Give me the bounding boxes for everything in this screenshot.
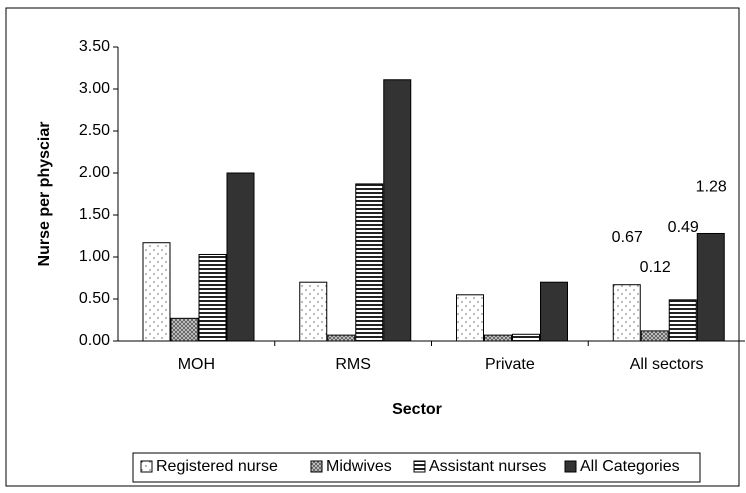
bar — [355, 183, 384, 342]
legend-swatch — [564, 460, 577, 473]
y-tick-label: 1.00 — [79, 248, 110, 265]
bar — [612, 284, 641, 342]
y-tick-label: 0.50 — [79, 290, 110, 307]
y-tick-label: 3.00 — [79, 80, 110, 97]
bar — [540, 281, 568, 342]
x-tick-label: RMS — [335, 356, 371, 373]
legend-label: Assistant nurses — [429, 458, 546, 475]
y-tick-label: 2.00 — [79, 164, 110, 181]
bar — [198, 253, 227, 342]
y-tick-label: 0.00 — [79, 332, 110, 349]
legend-label: Midwives — [326, 458, 392, 475]
bar — [668, 299, 697, 342]
legend-swatch — [310, 460, 323, 473]
bar — [299, 281, 328, 342]
x-tick-label: MOH — [178, 356, 215, 373]
x-tick-label: Private — [485, 356, 535, 373]
x-tick-label: All sectors — [630, 356, 704, 373]
data-label: 0.12 — [640, 259, 671, 276]
chart-border — [5, 7, 740, 487]
bar — [226, 172, 255, 342]
y-tick-label: 2.50 — [79, 122, 110, 139]
bar — [327, 334, 356, 342]
y-axis-label: Nurse per physciar — [36, 122, 53, 267]
x-axis-label: Sector — [392, 401, 442, 418]
data-label: 0.49 — [668, 219, 699, 236]
legend-swatch — [413, 460, 426, 473]
bar — [456, 294, 484, 342]
bar — [512, 333, 540, 342]
legend-box — [132, 452, 701, 483]
data-label: 1.28 — [696, 179, 727, 196]
y-tick-label: 1.50 — [79, 206, 110, 223]
legend-swatch — [140, 460, 153, 473]
bar — [170, 317, 199, 342]
legend-label: All Categories — [580, 458, 680, 475]
bar — [640, 330, 669, 342]
y-tick-label: 3.50 — [79, 38, 110, 55]
data-label: 0.67 — [612, 229, 643, 246]
bar — [383, 79, 412, 342]
legend-label: Registered nurse — [156, 458, 278, 475]
bar — [142, 242, 171, 342]
bar — [696, 232, 725, 342]
bar — [484, 334, 512, 342]
